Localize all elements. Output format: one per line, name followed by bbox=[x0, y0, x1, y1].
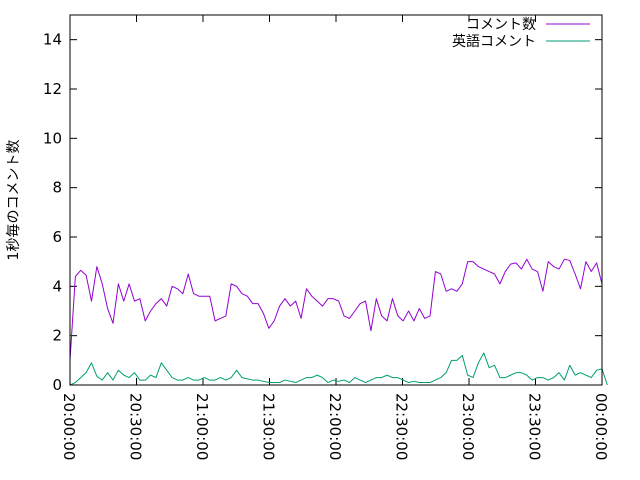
y-tick-label: 10 bbox=[43, 129, 62, 147]
series-line-0 bbox=[69, 258, 603, 361]
x-tick-label: 21:00:00 bbox=[193, 393, 211, 460]
series-line-1 bbox=[69, 352, 608, 386]
x-tick-label: 00:00:00 bbox=[592, 393, 610, 460]
y-tick-label: 2 bbox=[52, 327, 62, 345]
y-tick-label: 8 bbox=[52, 179, 62, 197]
x-tick-label: 22:30:00 bbox=[393, 393, 411, 460]
y-axis-ticks: 0 2 4 6 8 10 12 14 bbox=[43, 31, 602, 394]
legend-label: 英語コメント bbox=[452, 33, 536, 50]
y-tick-label: 14 bbox=[43, 31, 62, 49]
x-tick-label: 22:00:00 bbox=[326, 393, 344, 460]
x-tick-label: 23:30:00 bbox=[526, 393, 544, 460]
y-tick-label: 0 bbox=[52, 376, 62, 394]
series-lines bbox=[69, 258, 608, 386]
y-tick-label: 4 bbox=[52, 277, 62, 295]
y-axis-label: 1秒毎のコメント数 bbox=[6, 140, 22, 261]
y-tick-label: 6 bbox=[52, 228, 62, 246]
y-tick-label: 12 bbox=[43, 80, 62, 98]
x-axis-ticks: 20:00:00 20:30:00 21:00:00 21:30:00 22:00:00… bbox=[60, 15, 610, 460]
x-tick-label: 20:00:00 bbox=[60, 393, 78, 460]
x-tick-label: 21:30:00 bbox=[260, 393, 278, 460]
plot-frame bbox=[69, 14, 603, 386]
x-tick-label: 20:30:00 bbox=[127, 393, 145, 460]
x-tick-label: 23:00:00 bbox=[459, 393, 477, 460]
legend-label: コメント数 bbox=[466, 17, 536, 33]
